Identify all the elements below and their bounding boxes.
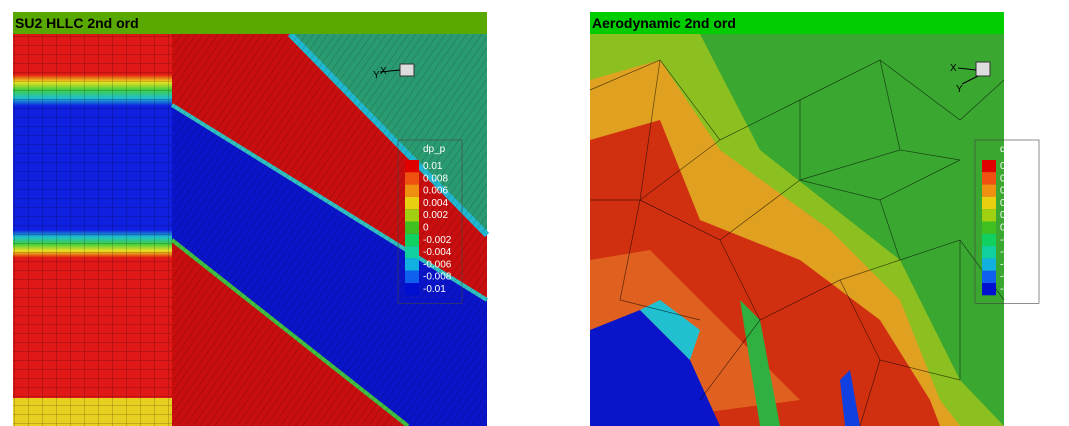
panel-title: Aerodynamic 2nd ord xyxy=(592,15,736,31)
legend-label: -0.01 xyxy=(423,284,446,295)
axis-y-label: Y xyxy=(373,70,380,81)
title-bar xyxy=(590,12,1004,34)
legend-label: 0.008 xyxy=(423,173,448,184)
legend-swatch xyxy=(982,221,996,234)
legend-swatch xyxy=(982,258,996,271)
panel-title: SU2 HLLC 2nd ord xyxy=(15,15,139,31)
legend-label: -0.004 xyxy=(423,247,452,258)
legend-label: -0.006 xyxy=(423,259,452,270)
legend-label: 0.004 xyxy=(1000,198,1025,209)
legend-swatch xyxy=(405,233,419,247)
legend-label: 0 xyxy=(423,223,429,234)
legend-label: -0.008 xyxy=(1000,272,1029,283)
legend-box xyxy=(397,139,463,304)
legend-swatch xyxy=(405,246,419,259)
legend-box xyxy=(974,139,1040,304)
legend-label: -0.002 xyxy=(1000,235,1029,246)
legend-title: dp_p xyxy=(1000,144,1023,155)
legend-swatch xyxy=(405,184,419,197)
legend-swatch xyxy=(982,160,996,173)
legend-label: -0.004 xyxy=(1000,247,1029,258)
legend-swatch xyxy=(405,160,419,173)
axis-x-label: X xyxy=(380,66,387,77)
legend-label: 0.008 xyxy=(1000,173,1025,184)
legend-swatch xyxy=(405,283,419,296)
legend-label: -0.008 xyxy=(423,272,452,283)
legend-label: 0.002 xyxy=(423,210,448,221)
legend-label: 0.004 xyxy=(423,198,448,209)
title-bar xyxy=(13,12,487,34)
right-panel: Aerodynamic 2nd ord X Y dp_p 0.010.008 0.0… xyxy=(589,12,1040,426)
legend-swatch xyxy=(405,196,419,210)
legend-swatch xyxy=(405,209,419,222)
legend-label: 0.002 xyxy=(1000,210,1025,221)
legend-swatch xyxy=(982,233,996,247)
legend-swatch xyxy=(982,184,996,197)
legend-label: 0 xyxy=(1000,223,1006,234)
axis-x-label: X xyxy=(950,63,957,74)
legend-swatch xyxy=(405,258,419,271)
legend-swatch xyxy=(405,221,419,234)
legend: dp_p0.010.0080.0060.0040.0020-0.002-0.00… xyxy=(974,139,1040,304)
legend-label: 0.006 xyxy=(1000,186,1025,197)
legend-swatch xyxy=(405,172,419,185)
left-panel: SU2 HLLC 2nd ord Y X dp_p0.010.0080.0060… xyxy=(13,12,490,426)
legend-title: dp_p xyxy=(423,144,446,155)
legend-swatch xyxy=(982,196,996,210)
legend-swatch xyxy=(982,283,996,296)
axis-y-label: Y xyxy=(956,84,963,95)
legend-swatch xyxy=(405,270,419,283)
legend-label: 0.01 xyxy=(423,161,443,172)
legend-label: -0.006 xyxy=(1000,259,1029,270)
legend-swatch xyxy=(982,172,996,185)
legend-label: 0.006 xyxy=(423,186,448,197)
legend-swatch xyxy=(982,209,996,222)
legend-label: 0.01 xyxy=(1000,161,1020,172)
legend: dp_p0.010.0080.0060.0040.0020-0.002-0.00… xyxy=(397,139,463,304)
legend-swatch xyxy=(982,246,996,259)
legend-label: -0.002 xyxy=(423,235,452,246)
legend-swatch xyxy=(982,270,996,283)
legend-label: -0.01 xyxy=(1000,284,1023,295)
